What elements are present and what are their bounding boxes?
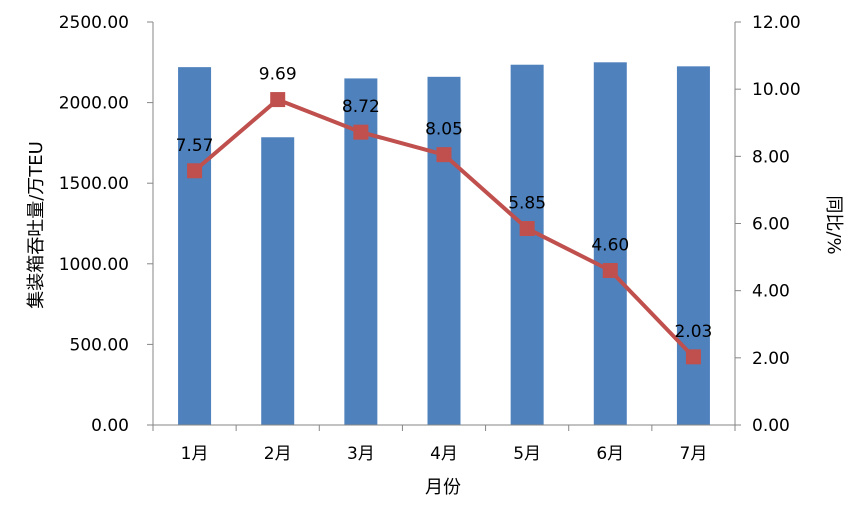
- x-tick-label: 4月: [430, 444, 458, 464]
- bar-5: [510, 64, 544, 425]
- data-label-5: 5.85: [508, 194, 546, 214]
- bar-7: [676, 66, 710, 425]
- data-label-1: 7.57: [176, 136, 214, 156]
- bar-series: [178, 62, 710, 426]
- line-series: [187, 92, 701, 365]
- data-label-4: 8.05: [425, 120, 463, 140]
- data-label-2: 9.69: [259, 65, 297, 85]
- line-marker-3: [353, 124, 369, 140]
- axes: 0.00 500.00 1000.00 1500.00 2000.00 2500.00 0.…: [59, 13, 801, 464]
- bar-2: [261, 137, 295, 425]
- left-y-axis-title: 集装箱吞吐量/万TEU: [26, 141, 47, 309]
- bar-6: [593, 62, 627, 426]
- data-label-6: 4.60: [591, 236, 629, 256]
- left-tick-label: 2500.00: [59, 13, 129, 33]
- data-label-3: 8.72: [342, 97, 380, 117]
- right-tick-label: 4.00: [752, 282, 790, 302]
- x-tick-label: 7月: [680, 444, 708, 464]
- line-marker-6: [602, 263, 618, 279]
- bar-4: [427, 76, 461, 426]
- line-marker-7: [685, 349, 701, 365]
- right-tick-label: 2.00: [752, 349, 790, 369]
- data-label-7: 2.03: [674, 322, 712, 342]
- line-marker-2: [270, 92, 286, 108]
- x-tick-label: 6月: [596, 444, 624, 464]
- left-tick-label: 1500.00: [59, 174, 129, 194]
- right-y-axis-title: 同比/%: [823, 195, 844, 254]
- right-tick-label: 0.00: [752, 416, 790, 436]
- data-labels: 7.57 9.69 8.72 8.05 5.85 4.60 2.03: [176, 65, 713, 342]
- x-tick-label: 5月: [513, 444, 541, 464]
- left-tick-label: 500.00: [70, 335, 129, 355]
- line-marker-4: [436, 147, 452, 163]
- right-tick-label: 12.00: [752, 13, 801, 33]
- x-tick-label: 1月: [181, 444, 209, 464]
- x-tick-label: 3月: [347, 444, 375, 464]
- line-marker-5: [519, 221, 535, 237]
- right-tick-label: 10.00: [752, 80, 801, 100]
- bar-1: [178, 67, 212, 426]
- left-tick-label: 0.00: [91, 416, 129, 436]
- x-axis-title: 月份: [425, 477, 461, 498]
- line-marker-1: [187, 163, 203, 179]
- right-tick-label: 6.00: [752, 215, 790, 235]
- left-tick-label: 1000.00: [59, 255, 129, 275]
- x-tick-label: 2月: [264, 444, 292, 464]
- left-tick-label: 2000.00: [59, 94, 129, 114]
- right-tick-label: 8.00: [752, 147, 790, 167]
